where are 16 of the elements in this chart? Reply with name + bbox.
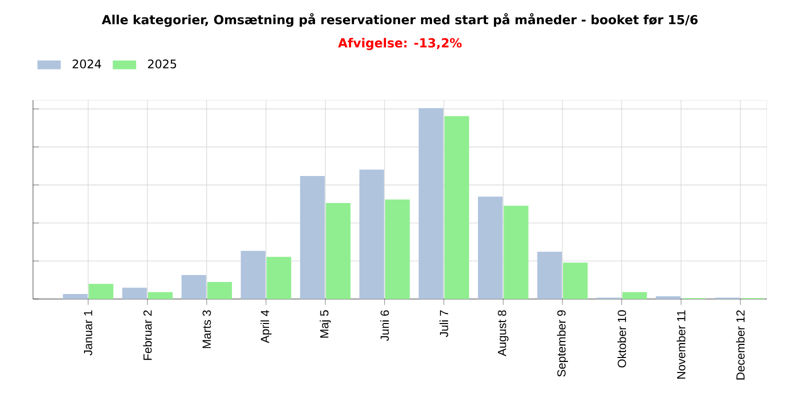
x-tick-label: September 9 — [556, 310, 568, 377]
x-tick-label: Maj 5 — [320, 310, 331, 338]
chart-title: Alle kategorier, Omsætning på reservationer med start på måneder - booket før 15/6 — [102, 13, 698, 27]
x-tick-label: August 8 — [498, 310, 508, 356]
x-tick-label: Oktober 10 — [617, 310, 626, 368]
x-tick-label: December 12 — [736, 310, 745, 380]
x-tick-label: Juni 6 — [380, 310, 389, 342]
legend-label: 2024 — [72, 60, 102, 68]
chart-subtitle: Afvigelse: -13,2% — [338, 38, 462, 50]
x-tick-label: Januar 1 — [84, 310, 92, 356]
x-tick-label: November 11 — [676, 310, 686, 379]
x-tick-label: Marts 3 — [202, 310, 211, 348]
x-tick-label: Februar 2 — [143, 310, 152, 360]
legend-label: 2025 — [148, 60, 176, 68]
x-tick-label: Juli 7 — [440, 310, 448, 338]
x-tick-label: April 4 — [260, 310, 272, 344]
